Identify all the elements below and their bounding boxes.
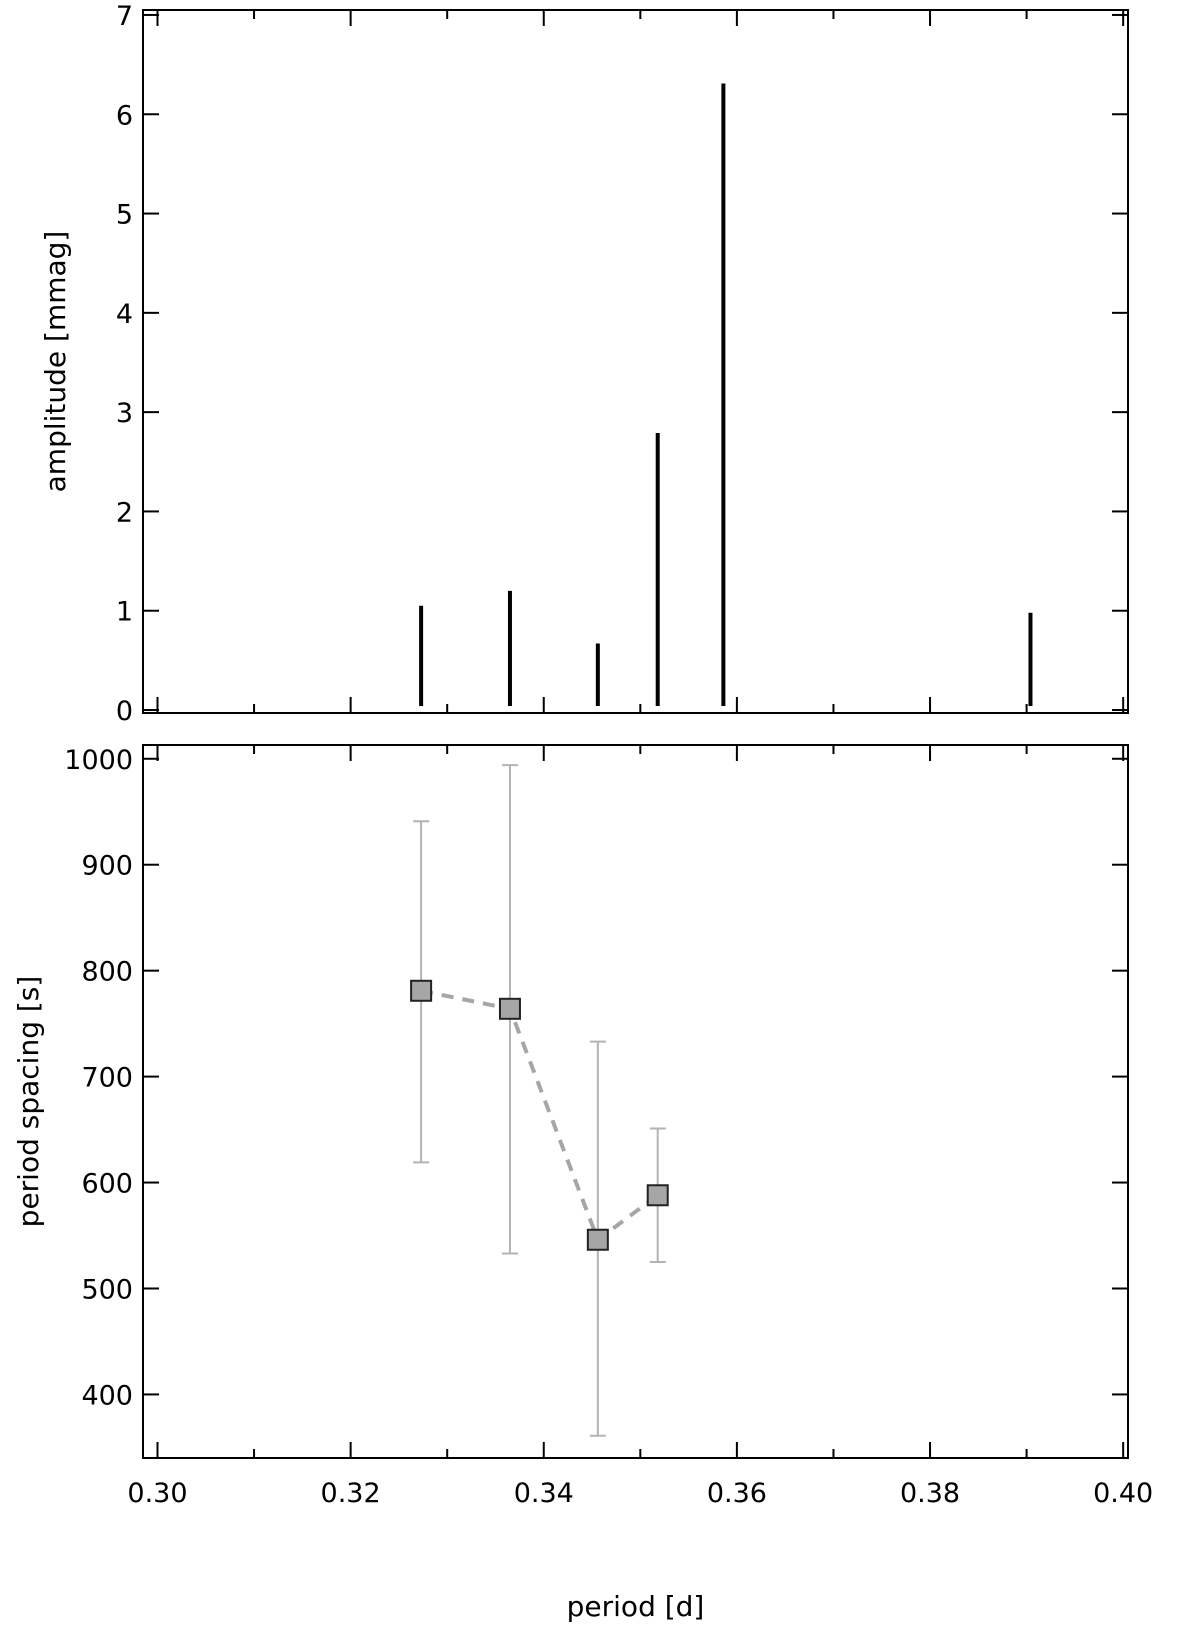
period-x-tick-label: 0.38 [900, 1478, 960, 1509]
amplitude-plot-frame [142, 9, 1129, 714]
amplitude-y-tick-label: 5 [116, 200, 133, 231]
period-x-tick-labels: 0.30 0.32 0.34 0.36 0.38 0.40 [127, 1478, 1153, 1509]
period-spacing-marker [498, 997, 521, 1020]
period-spacing-y-tick-label: 700 [81, 1063, 133, 1094]
period-spacing-plot-frame [142, 744, 1129, 1459]
amplitude-axis-ticks [143, 10, 1128, 713]
period-spacing-marker [586, 1228, 609, 1251]
period-x-tick-label: 0.30 [127, 1478, 187, 1509]
period-x-tick-label: 0.32 [321, 1478, 381, 1509]
period-x-tick-label: 0.36 [707, 1478, 767, 1509]
amplitude-bars [419, 83, 1033, 707]
period-spacing-connecting-line [420, 988, 659, 1243]
amplitude-y-tick-label: 2 [116, 497, 133, 528]
period-spacing-y-tick-label: 600 [81, 1169, 133, 1200]
period-spacing-y-tick-label: 800 [81, 957, 133, 988]
period-x-tick-label: 0.34 [514, 1478, 574, 1509]
period-spacing-marker [646, 1184, 669, 1207]
period-x-tick-label: 0.40 [1093, 1478, 1153, 1509]
period-spacing-y-tick-label: 400 [81, 1380, 133, 1411]
period-spacing-y-tick-label: 1000 [64, 745, 133, 776]
period-spacing-marker [410, 979, 433, 1002]
amplitude-y-tick-label: 3 [116, 398, 133, 429]
amplitude-y-tick-label: 1 [116, 597, 133, 628]
amplitude-panel: 0 1 2 3 4 5 6 7 amplitude [mmag] [39, 1, 1129, 727]
period-axis-label: period [d] [567, 1590, 705, 1623]
period-spacing-axis-label: period spacing [s] [12, 976, 45, 1228]
period-spacing-y-tick-labels: 400 500 600 700 800 900 1000 [64, 745, 133, 1412]
period-spacing-y-tick-label: 900 [81, 851, 133, 882]
amplitude-y-tick-labels: 0 1 2 3 4 5 6 7 [116, 1, 133, 727]
period-spacing-axis-ticks [143, 745, 1128, 1458]
amplitude-axis-label: amplitude [mmag] [39, 231, 72, 493]
period-spacing-dashed-line [420, 988, 659, 1243]
amplitude-y-tick-label: 0 [116, 696, 133, 727]
amplitude-y-tick-label: 6 [116, 100, 133, 131]
amplitude-y-tick-label: 7 [116, 1, 133, 32]
amplitude-y-tick-label: 4 [116, 299, 133, 330]
period-spacing-markers [410, 979, 669, 1251]
period-spacing-y-tick-label: 500 [81, 1274, 133, 1305]
